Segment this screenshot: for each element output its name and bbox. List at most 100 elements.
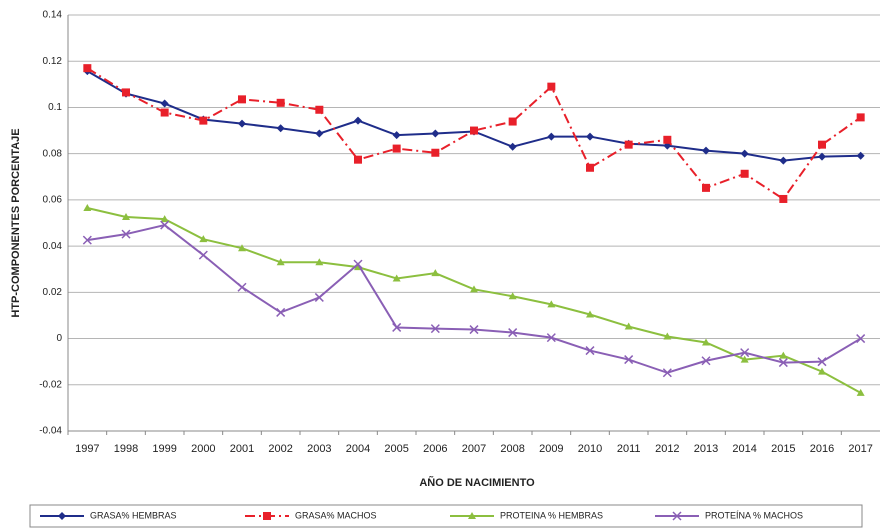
marker bbox=[160, 99, 169, 108]
marker bbox=[392, 274, 401, 282]
x-tick-label: 1999 bbox=[152, 443, 176, 455]
marker bbox=[624, 355, 634, 365]
y-tick-label: 0.08 bbox=[43, 148, 63, 159]
marker bbox=[663, 332, 672, 340]
legend-label: GRASA% HEMBRAS bbox=[90, 510, 177, 520]
marker bbox=[315, 129, 324, 138]
marker bbox=[740, 149, 749, 158]
x-tick-label: 2004 bbox=[346, 443, 370, 455]
marker bbox=[238, 119, 246, 128]
marker bbox=[353, 259, 363, 269]
marker bbox=[624, 322, 633, 330]
marker bbox=[431, 148, 440, 157]
series-line bbox=[86, 67, 862, 201]
marker bbox=[430, 324, 440, 334]
marker bbox=[238, 244, 246, 252]
x-tick-label: 2002 bbox=[268, 443, 292, 455]
marker bbox=[702, 146, 710, 155]
x-tick-label: 2005 bbox=[384, 443, 408, 455]
marker bbox=[702, 183, 710, 192]
marker bbox=[470, 285, 478, 293]
marker bbox=[315, 105, 324, 114]
marker bbox=[431, 269, 440, 277]
legend-label: PROTEINA % HEMBRAS bbox=[500, 510, 603, 520]
marker bbox=[508, 117, 517, 126]
y-tick-label: 0.04 bbox=[43, 241, 63, 252]
marker bbox=[238, 95, 246, 104]
marker bbox=[508, 292, 517, 300]
marker bbox=[778, 358, 788, 368]
marker bbox=[508, 142, 517, 151]
x-axis-title: AÑO DE NACIMIENTO bbox=[419, 476, 535, 489]
marker bbox=[431, 129, 440, 138]
x-tick-label: 2000 bbox=[191, 443, 215, 455]
legend-box bbox=[29, 504, 863, 528]
marker bbox=[276, 258, 285, 266]
x-tick-label: 2012 bbox=[655, 443, 679, 455]
y-tick-label: 0.14 bbox=[43, 10, 63, 21]
legend-label: GRASA% MACHOS bbox=[295, 510, 377, 520]
marker bbox=[585, 346, 595, 356]
x-tick-label: 2003 bbox=[307, 443, 331, 455]
marker bbox=[315, 258, 324, 266]
marker bbox=[624, 140, 633, 149]
marker bbox=[817, 357, 827, 367]
x-tick-label: 2009 bbox=[539, 443, 563, 455]
marker bbox=[198, 250, 208, 260]
marker bbox=[856, 388, 865, 396]
marker bbox=[586, 310, 594, 318]
marker bbox=[122, 88, 130, 97]
x-tick-label: 2017 bbox=[848, 443, 872, 455]
y-axis-title: HTP-COMPONENTES PORCENTAJE bbox=[10, 128, 22, 317]
marker bbox=[740, 355, 749, 363]
marker bbox=[160, 215, 169, 223]
marker bbox=[237, 282, 247, 292]
marker bbox=[546, 333, 556, 343]
marker bbox=[276, 98, 285, 107]
marker bbox=[702, 338, 710, 346]
marker bbox=[392, 131, 401, 140]
marker bbox=[160, 108, 169, 117]
marker bbox=[856, 334, 866, 344]
marker bbox=[779, 156, 788, 165]
x-tick-label: 1997 bbox=[75, 443, 99, 455]
marker bbox=[701, 356, 711, 366]
marker bbox=[392, 322, 402, 332]
x-tick-label: 2014 bbox=[732, 443, 756, 455]
marker bbox=[83, 64, 92, 73]
x-tick-label: 2010 bbox=[578, 443, 602, 455]
marker bbox=[82, 235, 92, 245]
marker bbox=[470, 126, 478, 135]
series-line bbox=[87, 223, 862, 374]
marker bbox=[199, 116, 208, 125]
legend-label: PROTEÍNA % MACHOS bbox=[705, 510, 803, 520]
marker bbox=[314, 292, 324, 302]
y-tick-label: -0.04 bbox=[39, 426, 62, 437]
marker bbox=[672, 511, 682, 521]
marker bbox=[547, 300, 556, 308]
marker bbox=[469, 325, 479, 335]
x-tick-label: 1998 bbox=[114, 443, 138, 455]
x-tick-label: 2001 bbox=[230, 443, 254, 455]
marker bbox=[818, 367, 826, 375]
marker bbox=[662, 368, 672, 378]
marker bbox=[392, 144, 401, 153]
marker bbox=[856, 113, 865, 122]
x-tick-label: 2013 bbox=[694, 443, 718, 455]
marker bbox=[586, 132, 594, 141]
marker bbox=[276, 124, 285, 133]
marker bbox=[263, 512, 271, 520]
marker bbox=[121, 229, 131, 239]
x-tick-label: 2007 bbox=[462, 443, 486, 455]
y-tick-label: 0 bbox=[56, 333, 62, 344]
marker bbox=[663, 135, 672, 144]
marker bbox=[779, 351, 788, 359]
marker bbox=[354, 155, 362, 164]
marker bbox=[547, 132, 556, 141]
y-tick-label: -0.02 bbox=[39, 379, 62, 390]
marker bbox=[468, 512, 476, 519]
marker bbox=[276, 307, 286, 317]
marker bbox=[58, 512, 66, 520]
marker bbox=[547, 82, 556, 91]
marker bbox=[818, 140, 826, 149]
